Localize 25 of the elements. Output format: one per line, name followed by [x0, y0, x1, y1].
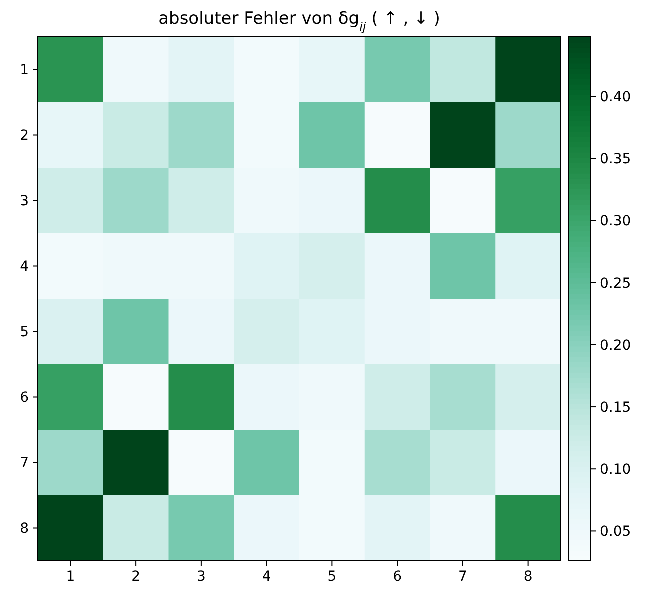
- y-tick-label: 1: [20, 62, 29, 79]
- y-tick-label: 7: [20, 456, 29, 472]
- x-tick-label: 3: [196, 569, 206, 585]
- x-tick-label: 1: [66, 569, 76, 585]
- x-tick-label: 6: [393, 569, 402, 585]
- color-bar-label: 0.40: [600, 90, 632, 106]
- color-bar-label: 0.25: [600, 276, 632, 292]
- color-bar-label: 0.35: [600, 152, 632, 168]
- color-bar-label: 0.05: [600, 524, 632, 540]
- y-tick-label: 6: [20, 390, 30, 406]
- x-tick-label: 8: [524, 569, 533, 585]
- color-bar-label: 0.30: [600, 214, 632, 230]
- x-tick-label: 7: [458, 569, 468, 585]
- color-bar-label: 0.10: [600, 462, 632, 478]
- y-tick-label: 2: [20, 128, 29, 144]
- color-bar-label: 0.20: [600, 338, 632, 354]
- y-tick-label: 3: [20, 194, 29, 210]
- y-tick-label: 4: [20, 259, 30, 276]
- y-tick-label: 5: [20, 324, 29, 341]
- x-tick-label: 4: [262, 569, 272, 585]
- chart-title: absoluter Fehler von δg$_{ij}$ ( ↑ , ↓ ): [158, 9, 440, 34]
- x-tick-label: 2: [132, 569, 141, 585]
- color-bar-label: 0.15: [600, 400, 632, 416]
- x-tick-label: 5: [328, 569, 337, 585]
- y-tick-label: 8: [20, 521, 29, 538]
